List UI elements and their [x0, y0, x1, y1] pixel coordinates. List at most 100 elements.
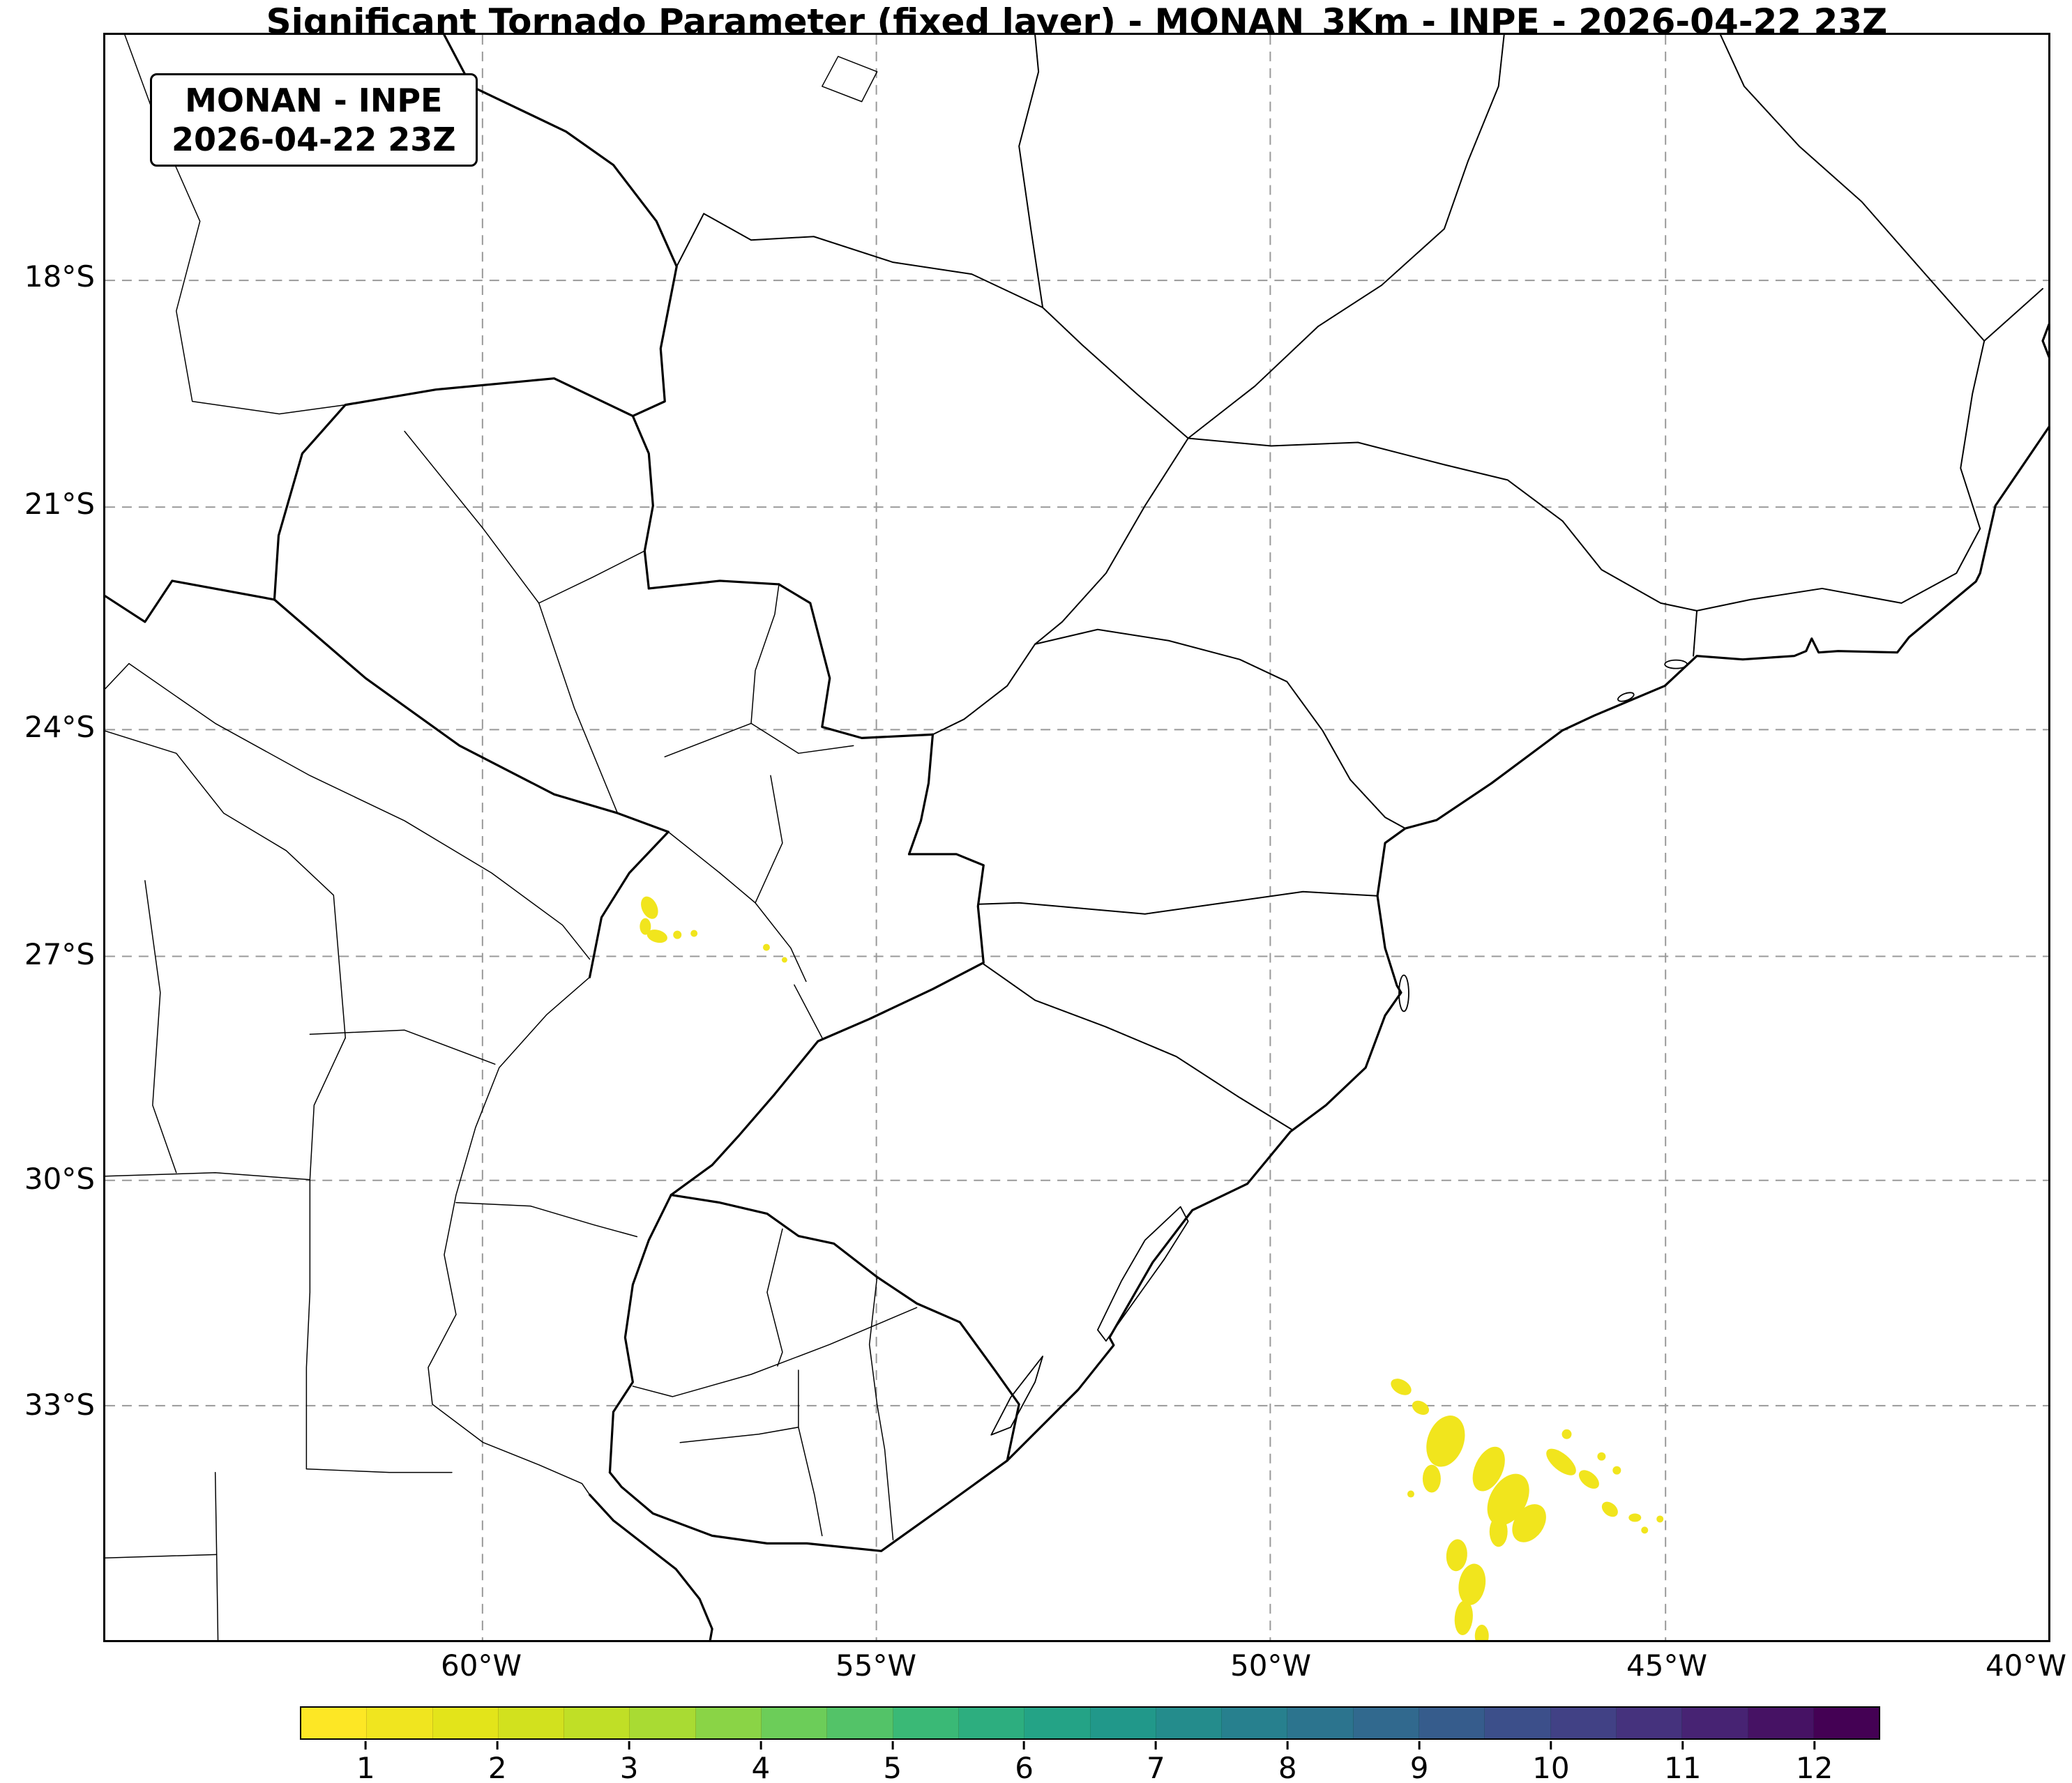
lon-tick-label-45w: 45°W	[1626, 1648, 1707, 1683]
colorbar-cell	[827, 1708, 893, 1738]
lagoa-dos-patos	[1097, 1206, 1189, 1342]
colorbar-tick-3: 3	[619, 1741, 639, 1783]
stp-cluster-south-atlantic	[1391, 1379, 1664, 1640]
province-department-borders	[105, 35, 918, 1640]
brazil-argentina-border	[670, 853, 985, 1197]
tick-mark	[1681, 1741, 1684, 1750]
colorbar-tick-9: 9	[1409, 1741, 1429, 1783]
colorbar-tick-5: 5	[883, 1741, 902, 1783]
colorbar-cell	[1419, 1708, 1485, 1738]
colorbar-tick-label: 12	[1795, 1751, 1833, 1783]
bolivia-paraguay-border	[273, 377, 634, 601]
colorbar-cell	[1616, 1708, 1683, 1738]
stp-cluster-paraguay-border	[640, 896, 787, 963]
tick-mark	[496, 1741, 499, 1750]
colorbar-cell	[1090, 1708, 1156, 1738]
lat-tick-label-30s: 30°S	[24, 1162, 95, 1196]
colorbar-tick-label: 11	[1664, 1751, 1702, 1783]
florianopolis-island	[1398, 974, 1409, 1012]
parana-river-brazil-paraguay	[907, 733, 935, 856]
brazil-uruguay-border	[670, 1194, 1020, 1462]
colorbar-tick-label: 1	[356, 1751, 375, 1783]
annotation-valid-time: 2026-04-22 23Z	[172, 121, 456, 159]
paraguay-river-lower	[588, 830, 670, 979]
colorbar-cell	[1222, 1708, 1288, 1738]
model-run-annotation-box: MONAN - INPE 2026-04-22 23Z	[150, 73, 478, 167]
tick-mark	[364, 1741, 367, 1750]
colorbar-tick-12: 12	[1796, 1741, 1833, 1783]
colorbar-tick-label: 9	[1409, 1751, 1429, 1783]
colorbar-tick-label: 4	[751, 1751, 771, 1783]
colorbar-tick-label: 8	[1278, 1751, 1297, 1783]
colorbar-tick-label: 6	[1015, 1751, 1034, 1783]
colorbar-cell	[301, 1708, 368, 1738]
lon-tick-label-55w: 55°W	[835, 1648, 916, 1683]
colorbar-tick-label: 7	[1147, 1751, 1165, 1783]
stp-contour-patches	[640, 896, 1664, 1640]
colorbar-cell	[630, 1708, 696, 1738]
tick-mark	[628, 1741, 630, 1750]
tick-mark	[1813, 1741, 1816, 1750]
graticule-gridlines	[105, 35, 2048, 1640]
colorbar-cell	[564, 1708, 630, 1738]
colorbar-tick-row: 1 2 3 4 5 6 7 8 9 10 11 12	[300, 1741, 1880, 1783]
colorbar-cell	[432, 1708, 499, 1738]
tick-mark	[1418, 1741, 1421, 1750]
lagoa-mirim	[990, 1356, 1044, 1436]
colorbar-tick-11: 11	[1664, 1741, 1701, 1783]
colorbar-tick-6: 6	[1015, 1741, 1034, 1783]
colorbar-tick-1: 1	[356, 1741, 375, 1783]
colorbar-cell	[498, 1708, 565, 1738]
sao-sebastiao-island	[1617, 692, 1635, 702]
colorbar-tick-8: 8	[1278, 1741, 1297, 1783]
lon-tick-label-60w: 60°W	[441, 1648, 522, 1683]
colorbar-tick-2: 2	[488, 1741, 507, 1783]
colorbar-cell	[1353, 1708, 1420, 1738]
colorbar	[300, 1706, 1880, 1740]
colorbar-cell	[1682, 1708, 1748, 1738]
tick-mark	[1154, 1741, 1157, 1750]
lat-tick-label-21s: 21°S	[24, 487, 95, 521]
colorbar-cell	[1748, 1708, 1814, 1738]
colorbar-tick-label: 3	[619, 1751, 639, 1783]
uruguay-argentina-border	[608, 1194, 672, 1474]
tick-mark	[1286, 1741, 1289, 1750]
colorbar-cell	[695, 1708, 762, 1738]
bolivia-argentina-border	[105, 579, 276, 623]
colorbar-cell	[1485, 1708, 1551, 1738]
colorbar-cell	[1024, 1708, 1091, 1738]
colorbar-tick-label: 10	[1532, 1751, 1570, 1783]
colorbar-tick-label: 5	[883, 1751, 902, 1783]
colorbar-tick-label: 2	[487, 1751, 507, 1783]
apa-river-border	[647, 579, 780, 590]
paraguay-argentina-pilcomayo	[273, 598, 670, 833]
lon-tick-label-40w: 40°W	[1986, 1648, 2066, 1683]
annotation-model-name: MONAN - INPE	[185, 82, 443, 119]
lagoons-and-islands	[990, 659, 1688, 1436]
colorbar-cell	[1550, 1708, 1617, 1738]
state-borders	[676, 35, 2044, 1130]
tick-mark	[1023, 1741, 1026, 1750]
colorbar-cell	[1156, 1708, 1223, 1738]
colorbar-cell	[367, 1708, 433, 1738]
ilha-grande	[1664, 659, 1688, 669]
tick-mark	[1550, 1741, 1552, 1750]
lat-tick-label-24s: 24°S	[24, 710, 95, 744]
coastline-and-country-borders	[105, 35, 2048, 1640]
lat-tick-label-33s: 33°S	[24, 1388, 95, 1422]
tick-mark	[891, 1741, 894, 1750]
colorbar-cell	[893, 1708, 959, 1738]
colorbar-cell	[958, 1708, 1025, 1738]
colorbar-cell	[762, 1708, 828, 1738]
colorbar-tick-4: 4	[751, 1741, 771, 1783]
map-area: MONAN - INPE 2026-04-22 23Z	[103, 33, 2050, 1642]
colorbar-tick-7: 7	[1147, 1741, 1165, 1783]
brazil-paraguay-east-border	[778, 583, 935, 739]
bolivia-brazil-border	[443, 35, 678, 418]
lon-tick-label-50w: 50°W	[1230, 1648, 1311, 1683]
atlantic-coastline	[608, 323, 2048, 1552]
rio-de-la-plata-south-shore	[588, 1493, 713, 1640]
colorbar-cells	[301, 1708, 1880, 1738]
paraguay-river-brazil	[631, 414, 654, 590]
